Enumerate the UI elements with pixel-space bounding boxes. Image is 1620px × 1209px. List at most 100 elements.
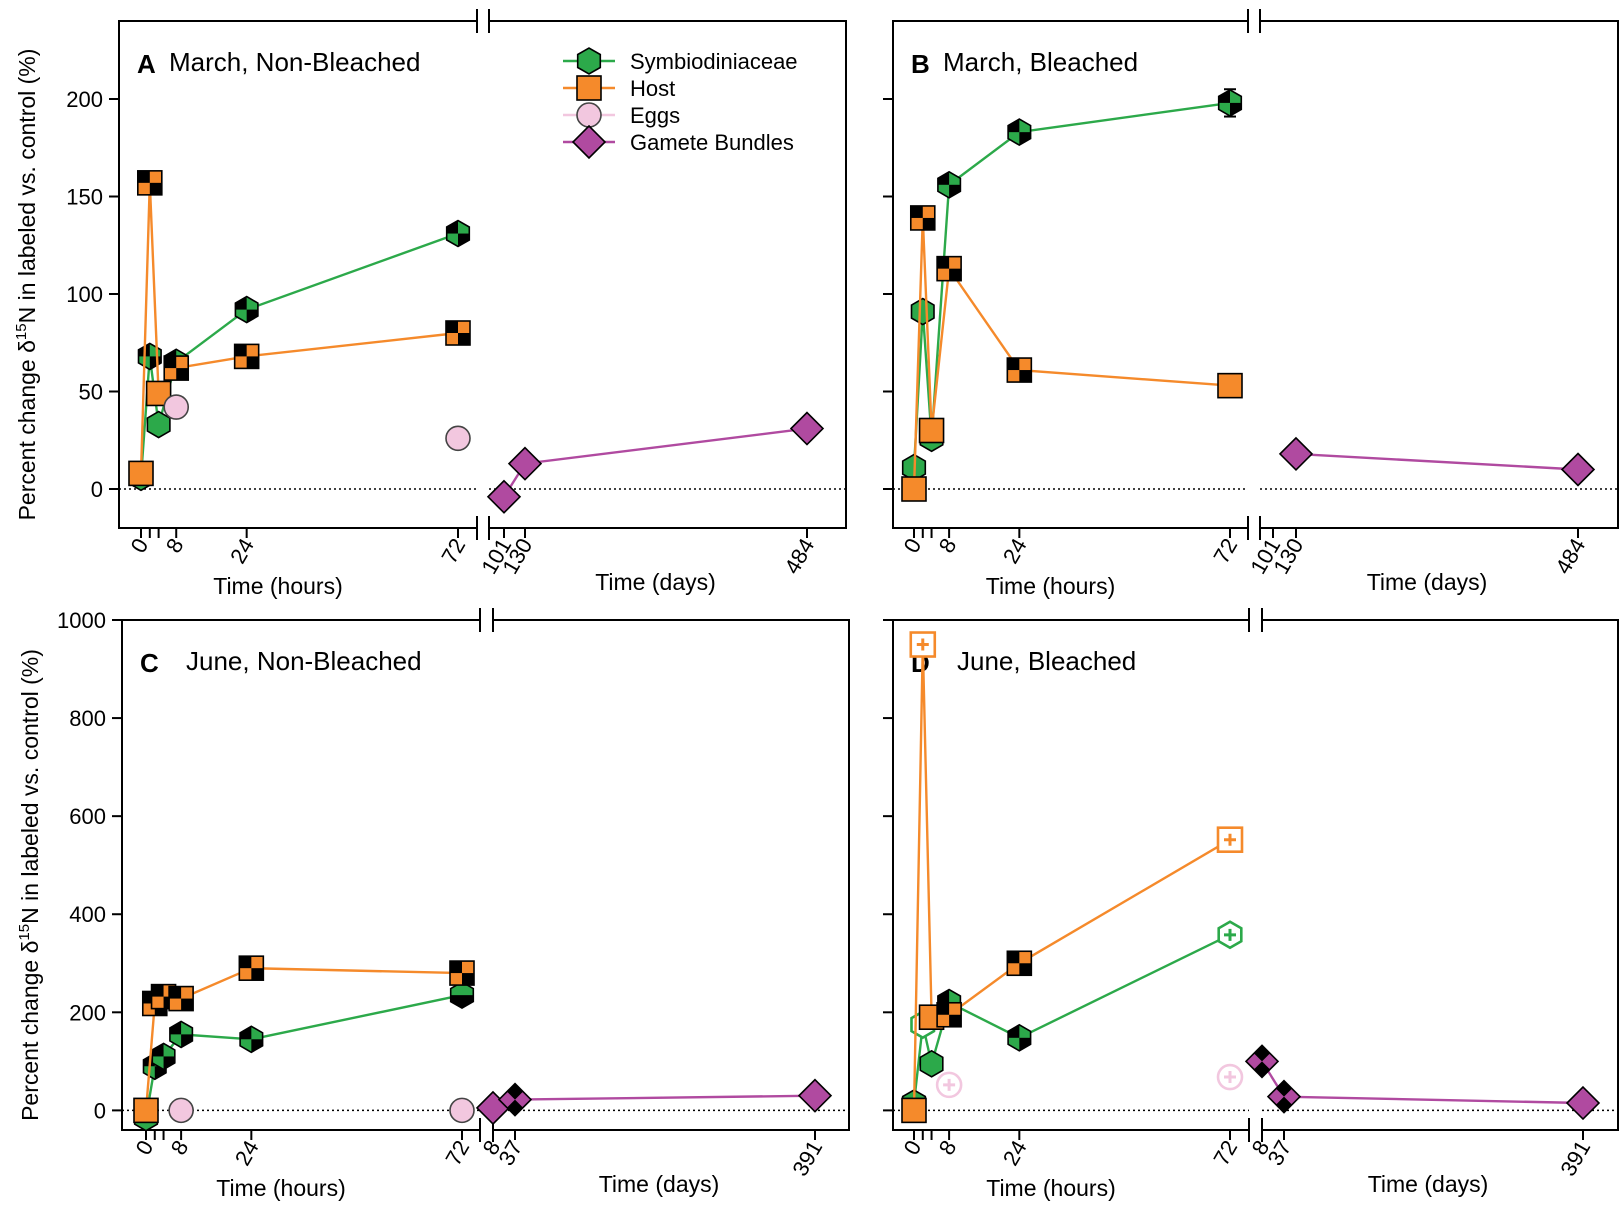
point-symbiodiniaceae-q1 bbox=[240, 1026, 252, 1040]
point-gamete bbox=[1244, 1044, 1280, 1079]
point-symbiodiniaceae bbox=[919, 1049, 944, 1078]
point-symbiodiniaceae bbox=[234, 295, 259, 324]
point-symbiodiniaceae-fill bbox=[147, 411, 170, 438]
series-symbiodiniaceae bbox=[901, 88, 1243, 482]
point-host-outline bbox=[145, 380, 172, 407]
point-host-q1 bbox=[1007, 951, 1020, 964]
series-gamete bbox=[475, 1078, 833, 1126]
series-line-gamete bbox=[1295, 452, 1579, 471]
panel-title: June, Non-Bleached bbox=[186, 646, 422, 676]
y-axis-label-sup: 15 bbox=[16, 924, 33, 941]
point-host-q3 bbox=[462, 973, 474, 986]
point-gamete-fill bbox=[1562, 453, 1594, 486]
point-symbiodiniaceae-pattern bbox=[446, 220, 470, 247]
x-axis-label-hours: Time (hours) bbox=[216, 1175, 346, 1201]
legend-marker-symbiodiniaceae bbox=[576, 47, 602, 75]
x-tick-label-hours: 72 bbox=[440, 1136, 474, 1170]
point-gamete-outline bbox=[486, 479, 522, 514]
series-host bbox=[901, 205, 1243, 502]
point-eggs-fill bbox=[169, 1098, 194, 1123]
point-host bbox=[445, 320, 471, 346]
point-eggs-pattern bbox=[943, 1078, 956, 1091]
point-symbiodiniaceae bbox=[151, 1042, 176, 1071]
point-eggs-fill bbox=[164, 395, 189, 420]
x-tick-label-days: 37 bbox=[1262, 1136, 1296, 1170]
point-gamete bbox=[789, 411, 825, 446]
y-tick-label: 600 bbox=[69, 804, 106, 829]
legend-label-host: Host bbox=[630, 76, 675, 101]
axis-frame-right bbox=[1262, 619, 1619, 1131]
point-symbiodiniaceae bbox=[445, 219, 471, 248]
point-symbiodiniaceae-q3 bbox=[1230, 102, 1242, 116]
point-host-q3 bbox=[1019, 963, 1032, 976]
point-gamete-outline bbox=[1244, 1044, 1280, 1079]
point-eggs-pattern bbox=[1224, 1071, 1236, 1084]
series-line-host bbox=[912, 217, 1231, 490]
point-host-q3 bbox=[181, 998, 194, 1011]
series-eggs bbox=[935, 1063, 1244, 1099]
point-symbiodiniaceae-q1 bbox=[1008, 119, 1020, 133]
point-symbiodiniaceae-q1 bbox=[152, 1043, 164, 1057]
point-symbiodiniaceae-q1 bbox=[446, 220, 458, 234]
point-host-q1 bbox=[446, 321, 458, 333]
point-eggs-fill bbox=[450, 1098, 474, 1123]
point-symbiodiniaceae-q1 bbox=[169, 1021, 182, 1035]
series-host bbox=[128, 170, 471, 487]
point-symbiodiniaceae-pattern bbox=[240, 1026, 263, 1053]
point-symbiodiniaceae-q3 bbox=[1019, 132, 1031, 146]
y-axis-label: Percent change δ15N in labeled vs. contr… bbox=[16, 649, 43, 1121]
series-line-host bbox=[139, 182, 459, 474]
point-eggs-outline bbox=[445, 425, 471, 452]
point-host bbox=[133, 1097, 159, 1124]
point-host bbox=[901, 476, 927, 502]
point-symbiodiniaceae-outline bbox=[137, 342, 162, 371]
series-line-symbiodiniaceae bbox=[144, 993, 463, 1118]
x-tick-label-hours: 8 bbox=[166, 1136, 194, 1159]
point-symbiodiniaceae bbox=[449, 981, 475, 1010]
x-axis-label-hours: Time (hours) bbox=[986, 1175, 1116, 1201]
legend-marker-gamete-outline bbox=[571, 124, 607, 160]
point-host bbox=[449, 960, 475, 986]
x-tick-label-hours: 72 bbox=[1208, 534, 1242, 568]
legend-marker-host bbox=[576, 75, 602, 101]
x-tick-label-days: 484 bbox=[1550, 534, 1590, 578]
point-host-q3 bbox=[246, 356, 259, 369]
point-gamete-fill bbox=[509, 447, 541, 480]
legend-marker-host-outline bbox=[576, 75, 602, 101]
point-eggs-outline bbox=[935, 1071, 963, 1099]
point-eggs bbox=[1216, 1063, 1244, 1091]
point-host-q1 bbox=[137, 170, 150, 183]
point-gamete-outline bbox=[1565, 1085, 1601, 1121]
point-symbiodiniaceae-pattern bbox=[1008, 119, 1031, 146]
x-tick-label-days: 37 bbox=[493, 1136, 527, 1170]
point-host bbox=[909, 631, 937, 658]
point-host-q3 bbox=[176, 368, 189, 381]
point-symbiodiniaceae bbox=[169, 1020, 194, 1049]
point-symbiodiniaceae-fill bbox=[920, 1050, 943, 1077]
point-host-fill bbox=[919, 418, 944, 443]
point-gamete-outline bbox=[1560, 452, 1596, 487]
point-host-outline bbox=[445, 320, 471, 346]
point-host bbox=[901, 1097, 927, 1124]
point-host-q1 bbox=[910, 205, 923, 218]
point-host-outline bbox=[1006, 357, 1033, 383]
legend-marker-symbiodiniaceae-fill bbox=[577, 48, 601, 74]
point-symbiodiniaceae-q3 bbox=[149, 356, 162, 370]
point-host-q3 bbox=[149, 182, 162, 195]
point-symbiodiniaceae-outline bbox=[919, 1049, 944, 1078]
point-host-outline bbox=[909, 631, 937, 658]
legend-marker-gamete bbox=[571, 124, 607, 160]
point-eggs-outline bbox=[163, 394, 190, 420]
point-symbiodiniaceae-outline bbox=[151, 1042, 176, 1071]
point-symbiodiniaceae-outline bbox=[445, 219, 471, 248]
point-symbiodiniaceae-pattern bbox=[169, 1021, 193, 1048]
point-host-outline bbox=[168, 985, 194, 1012]
x-axis-label-days: Time (days) bbox=[1367, 569, 1488, 595]
point-host-q3 bbox=[1019, 370, 1032, 383]
point-host-outline bbox=[901, 1097, 927, 1124]
point-symbiodiniaceae-outline bbox=[169, 1020, 194, 1049]
point-eggs-fill bbox=[446, 426, 470, 451]
